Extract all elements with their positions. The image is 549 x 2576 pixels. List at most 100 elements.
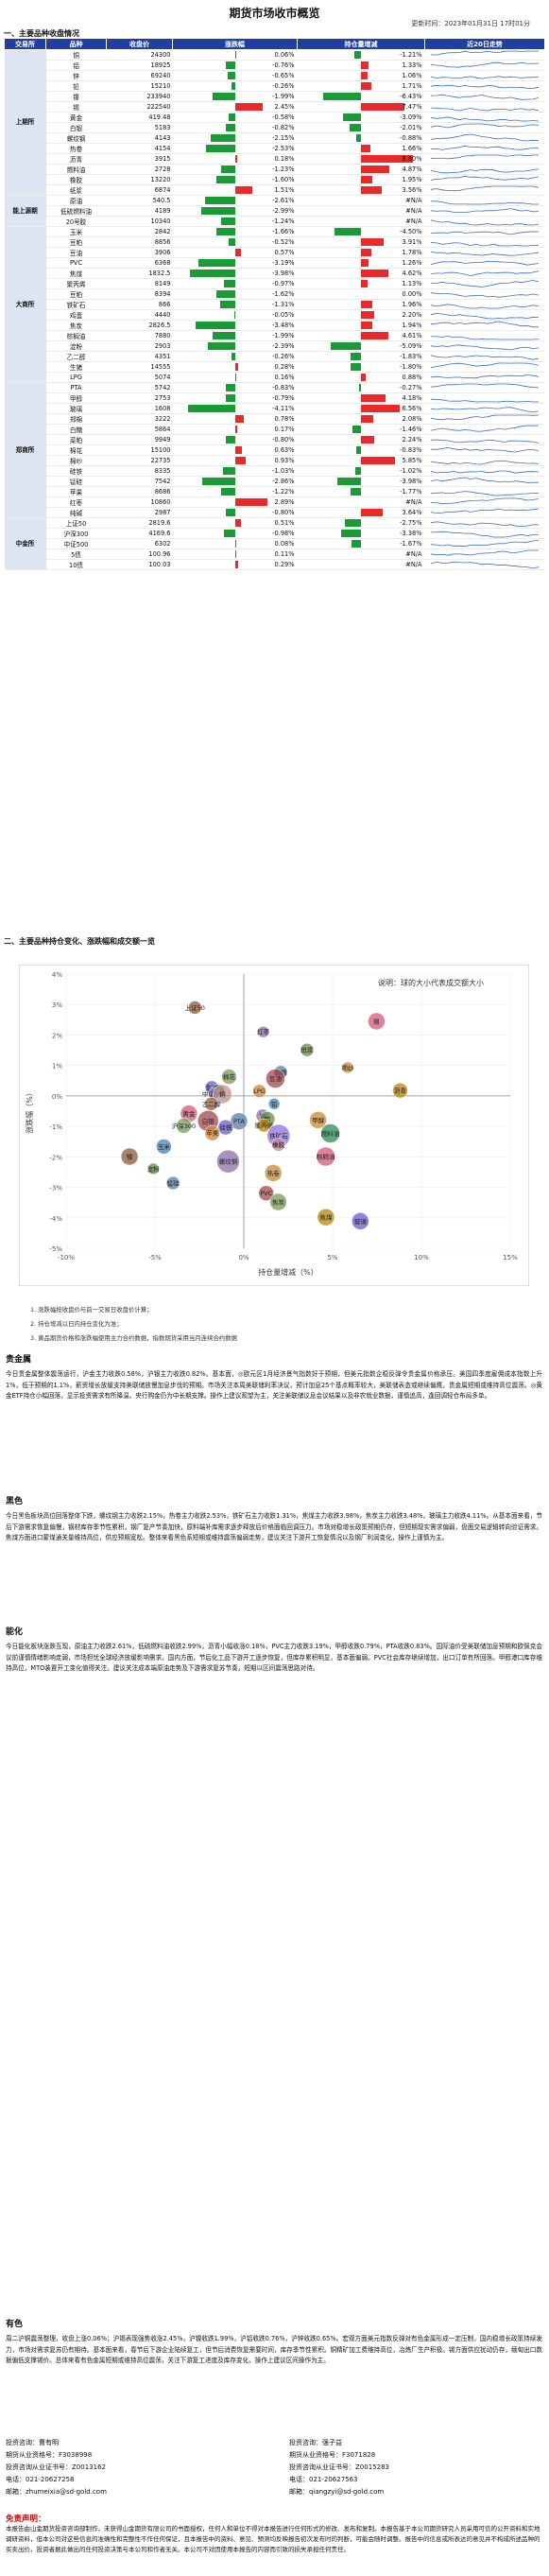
bubble-棉花[interactable] [221,1069,237,1085]
oi-value: 3.64% [402,509,422,516]
y-tick-label: 2% [52,1032,62,1039]
bubble-label: PTA [233,1118,245,1125]
product-name: 橡胶 [45,174,107,185]
bubble-焦炭[interactable] [269,1192,287,1211]
change-bar [200,207,235,215]
author-right-4: 电话：021-20627563 [289,2476,358,2483]
product-name: 郑棉 [45,413,107,425]
trend-sparkline [424,112,545,123]
bubble-锰硅[interactable] [165,1175,180,1191]
close-price: 100.03 [106,559,173,570]
change-value: 0.18% [274,155,295,163]
close-price: 69240 [106,70,173,81]
change-cell: -1.23% [172,164,298,175]
change-cell: 0.28% [172,361,298,373]
bubble-label: 白银 [202,1117,215,1125]
bubble-棕榈油[interactable] [316,1146,335,1167]
oi-bar [361,82,371,90]
col-trend[interactable]: 近20日走势 [424,38,545,50]
sparkline-path [430,200,539,205]
sparkline-path [430,154,539,160]
change-cell: -0.80% [172,434,298,445]
product-name: 豆粕 [45,236,107,248]
oi-value: 2.24% [402,436,422,444]
bubble-上证50[interactable] [188,1001,202,1015]
oi-cell: 1.26% [297,257,425,269]
trend-sparkline [424,70,545,81]
bubble-玻璃[interactable] [352,1212,369,1230]
bubble-镍[interactable] [120,1147,139,1166]
bubble-纸浆[interactable] [300,1042,315,1057]
note-2: 2. 持仓增减以日内持仓变化为准； [30,1320,123,1328]
bubble-聚丙烯[interactable] [256,1118,271,1133]
bubble-chart: 4% 3% 2% 1% 0% -1% -2% -3% -4% -5% -10% -5% 0% 5% 10% 1… [18,964,530,1287]
change-value: -1.22% [272,488,295,496]
oi-bar [361,145,371,152]
bubble-硅铁[interactable] [217,1119,234,1136]
author-right-2: 期货从业资格号：F3071828 [289,2451,376,2459]
bubble-铜[interactable] [213,1084,232,1105]
oi-value: 1.33% [402,61,422,69]
col-exchange[interactable]: 交易所 [4,38,46,50]
sparkline-path [430,280,539,288]
change-value: 0.11% [274,550,295,558]
bubble-label: 燃料油 [321,1129,340,1138]
bubble-玉米[interactable] [156,1139,172,1155]
sparkline-path [430,270,539,277]
oi-cell: 2.24% [297,434,425,445]
change-bar [206,145,235,152]
change-bar [232,82,235,90]
x-tick-label: 5% [327,1254,337,1262]
bubble-苹果[interactable] [204,1124,220,1141]
exchange-cell: 中金所 [4,517,46,570]
bubble-label: 玉米 [158,1142,171,1151]
change-cell: -0.58% [172,112,298,123]
bubble-label: 铝 [265,1115,271,1123]
bubble-焦煤[interactable] [317,1208,335,1227]
sparkline-path [430,561,539,569]
bubble-淀粉[interactable] [147,1162,160,1175]
author-right-5[interactable]: 邮箱：qiangzyi@sd-gold.com [289,2488,385,2496]
close-price: 8149 [106,278,173,289]
chart-note: 说明：球的大小代表成交额大小 [378,978,484,987]
col-oi-change[interactable]: 持仓量增减 [297,38,425,50]
oi-cell: -1.77% [297,486,425,497]
bubble-棉纱[interactable] [341,1061,354,1074]
oi-bar [361,311,374,319]
bubble-橡胶[interactable] [271,1138,285,1152]
bubble-label: 铜 [219,1089,226,1098]
bubble-螺纹钢[interactable] [216,1149,240,1174]
change-bar [234,186,252,194]
bubble-豆油[interactable] [266,1069,285,1088]
bubble-乙二醇[interactable] [204,1097,218,1111]
oi-cell: -1.02% [297,465,425,477]
change-value: 2.45% [274,103,295,111]
oi-cell: -6.43% [297,91,425,102]
bubble-沪深300[interactable] [176,1118,192,1134]
exchange-cell: 能上源期 [4,195,46,227]
col-change[interactable]: 涨跌幅 [172,38,298,50]
change-bar [219,301,235,308]
product-name: 淀粉 [45,340,107,352]
author-left-5[interactable]: 邮箱：zhumeixia@sd-gold.com [6,2488,107,2496]
col-product[interactable]: 品种 [45,38,107,50]
bubble-甲醇[interactable] [309,1111,327,1129]
col-close[interactable]: 收盘价 [106,38,173,50]
bubble-铅[interactable] [267,1098,281,1110]
oi-bar [353,51,361,59]
product-name: 纯碱 [45,507,107,518]
bubble-燃料油[interactable] [320,1123,340,1143]
product-name: 锡 [45,101,107,113]
oi-bar [350,363,361,371]
bubble-PVC[interactable] [258,1185,274,1201]
bubble-LPG[interactable] [252,1084,266,1098]
change-bar [232,353,235,360]
bubble-沥青[interactable] [392,1082,408,1099]
bubble-红枣[interactable] [257,1025,269,1038]
bubble-热卷[interactable] [264,1164,283,1182]
change-bar [220,165,235,173]
change-value: -0.80% [272,509,295,516]
bubble-锡[interactable] [368,1012,386,1031]
trend-sparkline [424,517,545,529]
oi-bar [351,540,361,548]
